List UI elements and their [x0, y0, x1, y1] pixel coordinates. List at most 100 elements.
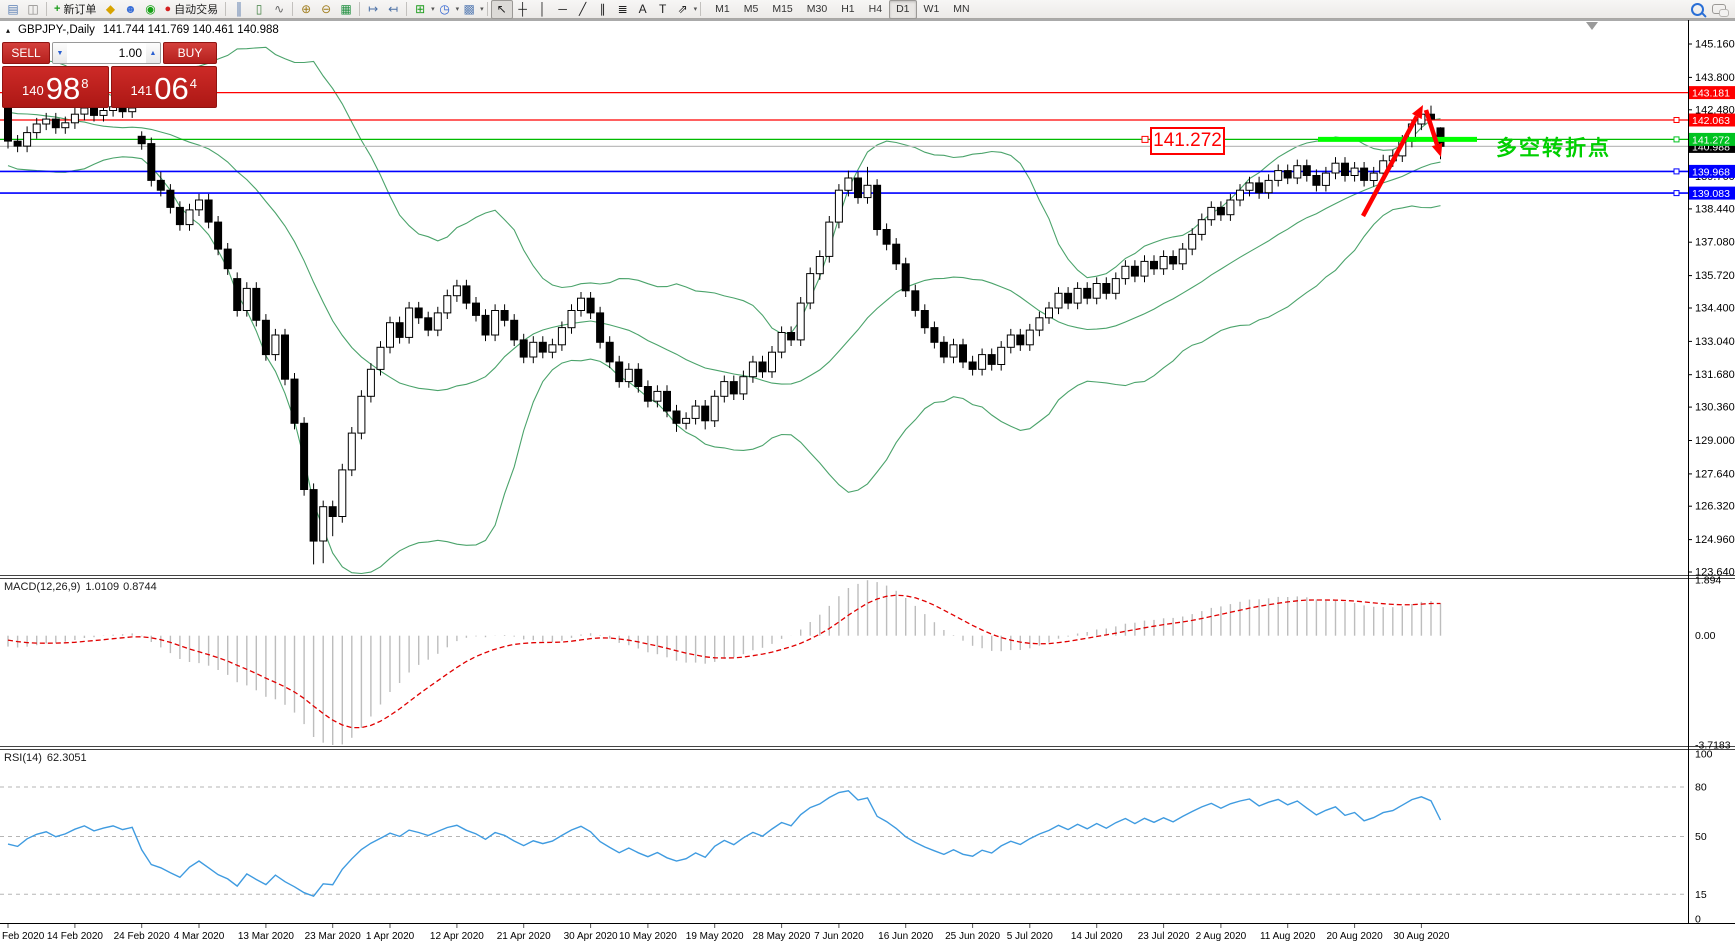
- arrows-icon-dropdown[interactable]: ▾: [693, 6, 698, 13]
- line-handle[interactable]: [1673, 136, 1680, 143]
- candle: [386, 322, 394, 348]
- candle: [1130, 265, 1139, 277]
- bull-bear-turning-point-note[interactable]: 多空转折点: [1496, 137, 1611, 160]
- zoom-out-icon[interactable]: ⊖: [321, 1, 332, 16]
- search-icon[interactable]: [1691, 2, 1704, 16]
- data-window-icon[interactable]: ◫: [27, 1, 39, 16]
- date-label: 23 Jul 2020: [1138, 931, 1190, 942]
- up-arrow[interactable]: [1361, 115, 1419, 218]
- date-label: 13 Mar 2020: [238, 931, 295, 942]
- periods-icon[interactable]: ◷: [439, 1, 450, 16]
- price-badge: [1689, 86, 1735, 100]
- indicators-icon-dropdown[interactable]: ▾: [431, 6, 435, 13]
- arrows-icon[interactable]: ⇗: [677, 1, 688, 16]
- candle: [233, 278, 242, 312]
- vertical-line-icon[interactable]: │: [538, 1, 547, 16]
- date-label: 14 Feb 2020: [47, 931, 104, 942]
- candlestick-icon[interactable]: ▯: [255, 1, 263, 16]
- rsi-indicator-label: RSI(14) 62.3051: [4, 752, 87, 764]
- community-chat-icon[interactable]: [1712, 4, 1729, 17]
- candle: [1321, 172, 1330, 186]
- candle: [481, 314, 490, 336]
- down-arrow[interactable]: [1423, 109, 1440, 146]
- volume-increase-button[interactable]: ▲: [146, 43, 160, 63]
- trendline-icon[interactable]: ╱: [579, 1, 587, 16]
- buy-price-box[interactable]: 141 06 4: [110, 66, 217, 108]
- crosshair-icon[interactable]: ┼: [518, 1, 527, 16]
- candle: [80, 107, 89, 115]
- horizontal-line-icon[interactable]: ─: [558, 1, 567, 16]
- candle: [920, 310, 929, 329]
- volume-input[interactable]: [67, 43, 146, 63]
- price-tick-label: 133.040: [1695, 336, 1735, 348]
- price-level-callout[interactable]: 141.272: [1150, 127, 1225, 155]
- timeframe-button-d1[interactable]: D1: [889, 0, 917, 19]
- buy-button[interactable]: BUY: [163, 42, 217, 64]
- timeframe-button-m5[interactable]: M5: [743, 2, 759, 15]
- cursor-icon[interactable]: ↖: [490, 0, 513, 19]
- candle: [137, 135, 146, 145]
- candle: [1121, 265, 1130, 280]
- autotrading-button[interactable]: ● 自动交易: [160, 1, 222, 18]
- candle: [710, 395, 719, 422]
- market-watch-icon[interactable]: ▤: [7, 1, 19, 16]
- date-label: 30 Aug 2020: [1393, 931, 1450, 942]
- metaeditor-icon[interactable]: ◆: [105, 1, 116, 16]
- candle: [815, 256, 824, 275]
- line-chart-icon[interactable]: ∿: [274, 1, 285, 16]
- timeframe-button-h1[interactable]: H1: [841, 2, 855, 15]
- chart-shift-marker[interactable]: [1586, 22, 1598, 30]
- candle: [1197, 219, 1206, 235]
- callout-handle[interactable]: [1141, 135, 1149, 143]
- templates-icon[interactable]: ▩: [463, 1, 475, 16]
- candle: [214, 221, 223, 250]
- profile-icon[interactable]: ☻: [124, 1, 137, 16]
- bar-chart-icon[interactable]: ║: [234, 1, 244, 16]
- new-order-button-label: 新订单: [63, 4, 97, 16]
- auto-scroll-icon[interactable]: ↦: [368, 1, 379, 16]
- candle: [1379, 160, 1388, 174]
- price-badge-label: 142.063: [1692, 115, 1730, 127]
- text-label-icon[interactable]: T: [658, 1, 667, 16]
- candle: [462, 285, 471, 304]
- candle: [290, 378, 299, 424]
- text-icon[interactable]: A: [638, 1, 647, 16]
- candle: [691, 405, 700, 419]
- date-label: 16 Jun 2020: [878, 931, 933, 942]
- line-handle[interactable]: [1673, 168, 1680, 175]
- periods-icon-dropdown[interactable]: ▾: [455, 6, 460, 13]
- candle: [1064, 292, 1073, 304]
- candle: [99, 110, 108, 116]
- macd-signal-line: [7, 594, 1441, 729]
- indicators-icon[interactable]: ⊞: [415, 1, 426, 16]
- zoom-in-icon[interactable]: ⊕: [301, 1, 312, 16]
- line-handle[interactable]: [1673, 190, 1680, 197]
- tile-windows-icon[interactable]: ▦: [340, 1, 352, 16]
- timeframe-button-mn[interactable]: MN: [953, 2, 970, 15]
- rsi-scale-label: 80: [1695, 782, 1707, 794]
- line-handle[interactable]: [1673, 117, 1680, 123]
- timeframe-button-m1[interactable]: M1: [715, 2, 730, 15]
- fibonacci-icon[interactable]: ≣: [617, 1, 628, 16]
- timeframe-button-m30[interactable]: M30: [806, 2, 828, 15]
- sell-button[interactable]: SELL: [2, 42, 50, 64]
- price-badge: [1689, 186, 1735, 200]
- timeframe-button-m15[interactable]: M15: [772, 2, 793, 15]
- price-tick-label: 134.400: [1695, 303, 1735, 315]
- timeframe-button-h4[interactable]: H4: [868, 2, 883, 15]
- sell-price-box[interactable]: 140 98 8: [2, 66, 109, 108]
- buy-price-point: 4: [189, 76, 197, 91]
- signals-icon[interactable]: ◉: [145, 1, 156, 16]
- date-label: 10 May 2020: [619, 931, 677, 942]
- timeframe-button-w1[interactable]: W1: [923, 2, 940, 15]
- new-order-button[interactable]: + 新订单: [50, 1, 100, 18]
- price-tick-label: 130.360: [1695, 402, 1735, 414]
- candle: [615, 361, 624, 383]
- date-label: 28 May 2020: [753, 931, 811, 942]
- candle: [1302, 165, 1311, 176]
- chart-shift-icon[interactable]: ↤: [388, 1, 399, 16]
- volume-decrease-button[interactable]: ▼: [53, 43, 67, 63]
- channel-icon[interactable]: ∥: [599, 1, 606, 16]
- candle: [309, 489, 318, 542]
- templates-icon-dropdown[interactable]: ▾: [480, 6, 484, 13]
